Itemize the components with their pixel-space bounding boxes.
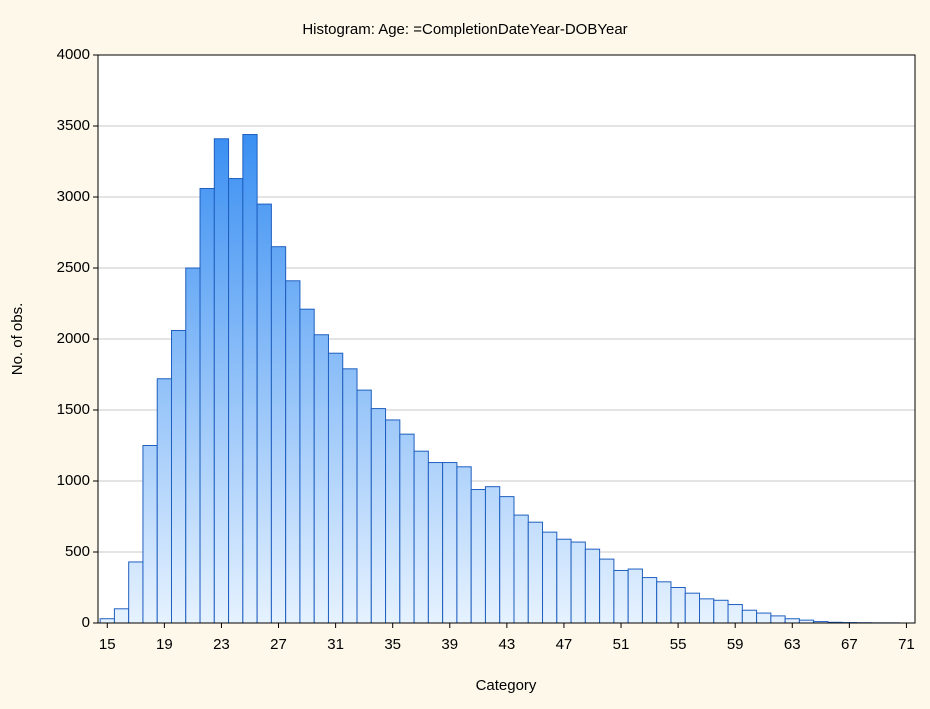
x-tick-label: 67	[841, 636, 858, 653]
y-tick-label: 2500	[57, 259, 90, 276]
bar	[713, 599, 729, 624]
bar	[156, 378, 172, 624]
bar	[513, 514, 529, 624]
bar	[542, 531, 558, 624]
chart-title: Histogram: Age: =CompletionDateYear-DOBY…	[302, 21, 627, 38]
bar	[641, 577, 658, 624]
bar	[356, 389, 372, 624]
bar	[484, 486, 501, 624]
bar	[756, 612, 772, 624]
x-tick-label: 55	[670, 636, 687, 653]
bar	[185, 267, 201, 624]
bar	[199, 187, 215, 624]
bar	[270, 246, 287, 624]
bar	[256, 203, 272, 624]
x-tick-label: 27	[270, 636, 287, 653]
bar	[613, 569, 629, 624]
bar	[213, 138, 230, 624]
x-tick-label: 59	[727, 636, 744, 653]
bar	[599, 558, 615, 624]
y-tick-label: 1000	[57, 472, 90, 489]
x-tick-label: 39	[441, 636, 458, 653]
bar	[128, 561, 144, 624]
x-tick-label: 63	[784, 636, 801, 653]
bar	[784, 618, 800, 624]
bar	[656, 581, 672, 624]
bar	[370, 408, 387, 624]
bar	[399, 433, 415, 624]
bar	[699, 598, 715, 624]
bar	[727, 604, 743, 624]
bar	[499, 496, 515, 624]
y-tick-label: 3000	[57, 188, 90, 205]
bar	[570, 541, 586, 624]
x-tick-label: 31	[327, 636, 344, 653]
x-tick-label: 35	[384, 636, 401, 653]
bar	[741, 609, 758, 624]
y-tick-label: 0	[82, 614, 90, 631]
x-tick-label: 47	[556, 636, 573, 653]
bar	[342, 368, 358, 624]
bar	[770, 615, 786, 624]
bar	[527, 521, 544, 624]
bar	[327, 352, 344, 624]
x-tick-label: 15	[99, 636, 116, 653]
x-tick-label: 43	[499, 636, 516, 653]
x-tick-label: 23	[213, 636, 230, 653]
y-axis-label: No. of obs.	[9, 303, 26, 376]
y-tick-label: 500	[65, 543, 90, 560]
bar	[299, 308, 315, 624]
bar	[556, 538, 572, 624]
bar	[113, 608, 130, 624]
bar	[470, 489, 486, 624]
x-tick-label: 71	[898, 636, 915, 653]
bar	[442, 462, 458, 624]
bar	[99, 618, 115, 624]
bar	[413, 450, 429, 624]
y-tick-label: 4000	[57, 46, 90, 63]
bar	[684, 592, 701, 624]
bar	[584, 548, 601, 624]
plot-frame	[97, 54, 916, 624]
bar	[242, 134, 258, 624]
bar	[228, 178, 244, 624]
bar	[385, 419, 401, 624]
bar	[313, 334, 329, 624]
bar	[427, 462, 444, 624]
bar	[285, 280, 301, 624]
bar	[170, 329, 187, 624]
y-tick-label: 1500	[57, 401, 90, 418]
x-axis-label: Category	[476, 677, 537, 694]
bar	[627, 568, 643, 624]
x-tick-label: 19	[156, 636, 173, 653]
bar	[670, 587, 686, 624]
bar	[142, 445, 158, 624]
y-tick-label: 2000	[57, 330, 90, 347]
x-tick-label: 51	[613, 636, 630, 653]
bar	[456, 466, 472, 624]
y-tick-label: 3500	[57, 117, 90, 134]
